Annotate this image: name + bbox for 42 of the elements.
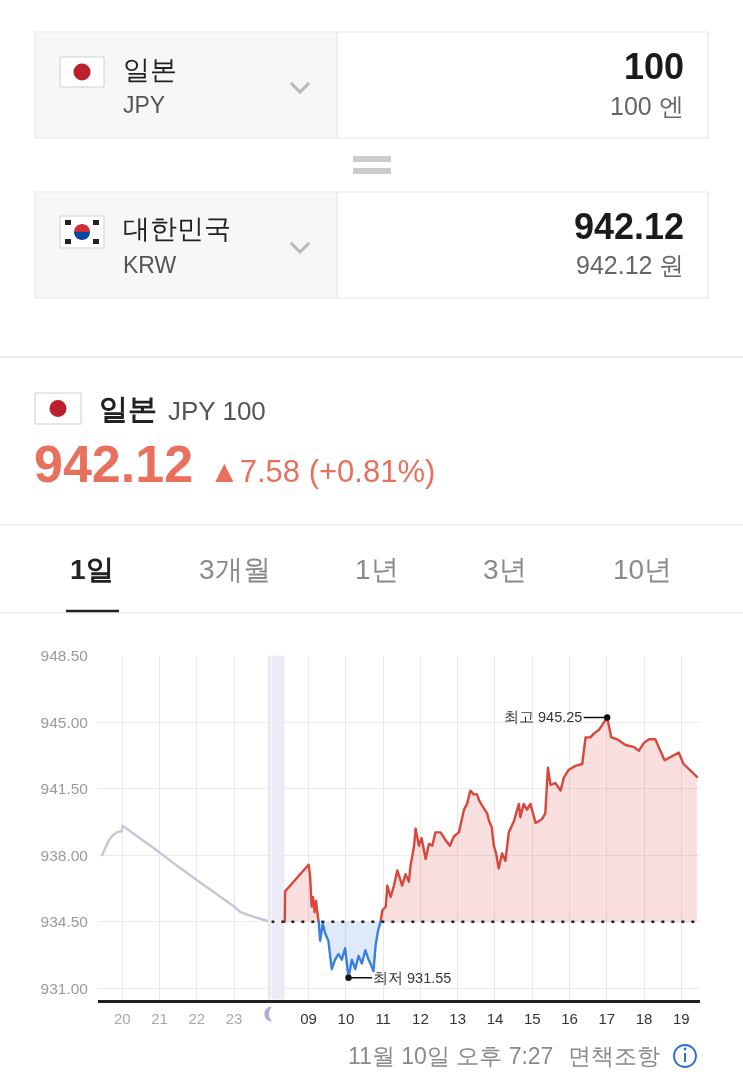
x-tick-label: 20 (113, 1010, 131, 1028)
y-tick-label: 945.00 (40, 713, 89, 731)
x-tick-label: 18 (635, 1010, 653, 1028)
x-tick-label: 13 (449, 1010, 467, 1028)
x-tick-label: 11 (375, 1010, 391, 1028)
text: 3개월 (199, 554, 271, 585)
annotation: 최저 931.55 (373, 970, 452, 986)
text: 1년 (355, 554, 399, 585)
chart-subtitle: JPY 100 (168, 396, 266, 426)
y-tick-label: 941.50 (40, 780, 89, 798)
text: 942.12 (574, 206, 685, 247)
text: 942.12 원 (576, 251, 685, 279)
text: 100 (624, 46, 685, 87)
text: ▲7.58 (+0.81%) (209, 454, 436, 489)
y-tick-label: 948.50 (40, 647, 89, 665)
x-tick-label: 16 (561, 1010, 578, 1028)
text: 3년 (483, 554, 527, 585)
x-tick-label: 17 (598, 1010, 616, 1028)
x-tick-label: 12 (412, 1010, 429, 1028)
text: 면책조항 (568, 1043, 660, 1069)
chart-title: 일본 (99, 393, 157, 425)
x-tick-label: 21 (151, 1010, 168, 1028)
text: 942.12 (34, 435, 194, 493)
text: 10년 (613, 554, 673, 585)
x-tick-label: 14 (486, 1010, 504, 1028)
y-tick-label: 934.50 (40, 913, 89, 931)
y-tick-label: 938.00 (40, 846, 89, 864)
text: KRW (123, 252, 177, 278)
x-tick-label: 15 (523, 1010, 541, 1028)
x-tick-label: 09 (300, 1010, 317, 1028)
x-tick-label: 10 (337, 1010, 355, 1028)
text: 일본 (123, 55, 177, 85)
x-tick-label: 22 (188, 1010, 206, 1028)
text: 11월 10일 오후 7:27 (348, 1043, 554, 1069)
text: 대한민국 (123, 214, 231, 244)
x-tick-label: 23 (225, 1010, 243, 1028)
y-tick-label: 931.00 (40, 979, 89, 997)
text: JPY (123, 92, 166, 118)
text: 100 엔 (610, 92, 684, 120)
text: 1일 (70, 554, 114, 585)
annotation: 최고 945.25 (504, 709, 583, 725)
x-tick-label: 19 (673, 1010, 690, 1028)
